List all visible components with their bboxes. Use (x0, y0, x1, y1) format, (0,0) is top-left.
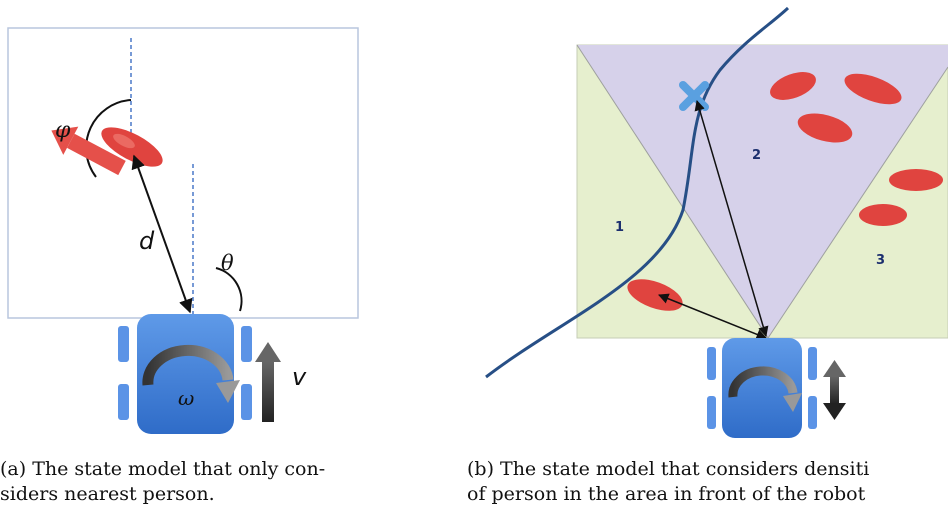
caption-a: (a) The state model that only con- sider… (0, 457, 440, 507)
rotation-arrowhead (216, 380, 240, 403)
robot-body (137, 314, 234, 434)
caption-a-line2: siders nearest person. (0, 483, 215, 505)
people-group (627, 72, 943, 311)
person-heading-arrow (51, 126, 126, 176)
caption-b-line1: (b) The state model that considers densi… (467, 458, 870, 480)
person-1 (770, 72, 816, 100)
wheel-b-front-right (808, 347, 817, 380)
person-trajectory (485, 6, 790, 379)
rotation-arrow-b (728, 366, 798, 398)
wheel-b-front-left (707, 347, 716, 380)
v-label: v (292, 363, 307, 391)
person-2 (844, 73, 902, 105)
wheel-rear-right (241, 384, 252, 420)
distance-arrow (131, 154, 193, 314)
phi-angle-arc (85, 99, 132, 178)
environment-frame (7, 27, 359, 319)
phi-label: φ (55, 118, 71, 143)
wheel-b-rear-right (808, 396, 817, 429)
person-highlight (113, 133, 135, 149)
person-5 (859, 204, 907, 226)
panel-b: 1 2 3 (485, 6, 948, 438)
omega-label: ω (178, 386, 194, 410)
d-label: d (139, 227, 155, 255)
person-4 (889, 169, 943, 191)
panel-a: φ d θ ω v (7, 27, 359, 434)
theta-angle-arc (215, 267, 243, 312)
velocity-arrow (255, 342, 281, 422)
caption-a-line1: (a) The state model that only con- (0, 458, 326, 480)
person-3 (797, 113, 853, 143)
rotation-arrow (142, 344, 234, 386)
wheel-front-left (118, 326, 129, 362)
region-3-label: 3 (876, 253, 885, 268)
region-2-label: 2 (752, 148, 761, 163)
rotation-arrowhead-b (783, 393, 802, 412)
robot (118, 314, 252, 434)
robot-b (707, 338, 817, 438)
wheel-b-rear-left (707, 396, 716, 429)
region-1-label: 1 (615, 220, 624, 235)
robot-to-person-arrow (658, 293, 767, 340)
velocity-arrow-b (823, 360, 846, 420)
robot-b-body (722, 338, 802, 438)
caption-b: (b) The state model that considers densi… (467, 457, 948, 507)
theta-label: θ (221, 251, 234, 275)
cone-right-edge (767, 66, 948, 339)
caption-b-line2: of person in the area in front of the ro… (467, 483, 866, 505)
wheel-rear-left (118, 384, 129, 420)
wheel-front-right (241, 326, 252, 362)
